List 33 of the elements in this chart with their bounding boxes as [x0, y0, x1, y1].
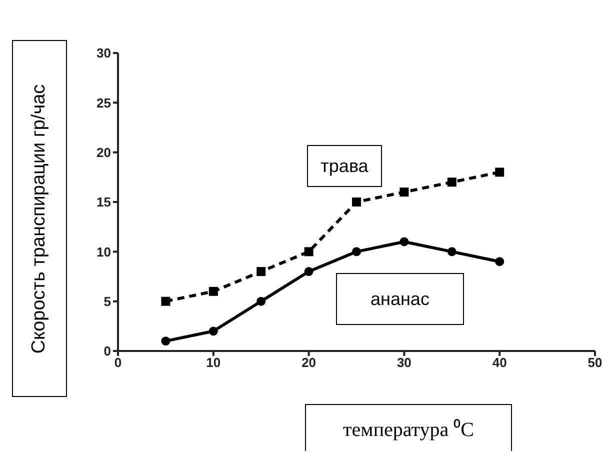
x-axis-title: температура ⁰C — [305, 404, 512, 451]
x-tick-label: 10 — [206, 355, 221, 370]
y-tick-label: 0 — [104, 344, 111, 359]
point — [161, 296, 170, 306]
y-tick-label: 30 — [96, 46, 111, 61]
point — [161, 336, 170, 346]
point — [256, 267, 266, 276]
y-tick-label: 25 — [96, 95, 111, 110]
point — [304, 267, 314, 276]
y-axis-title: Скорость транспирации гр/час — [28, 84, 50, 354]
x-tick-label: 20 — [302, 355, 316, 370]
point — [495, 168, 504, 177]
x-tick-label: 50 — [588, 355, 602, 370]
point — [208, 286, 218, 296]
y-tick-label: 5 — [104, 294, 111, 309]
series-label: ананас — [336, 273, 464, 325]
point — [304, 247, 314, 256]
x-tick-label: 40 — [492, 355, 507, 370]
point — [447, 178, 456, 187]
point — [352, 198, 361, 206]
point — [256, 296, 266, 306]
point — [208, 326, 218, 336]
point — [495, 257, 504, 266]
series-label: трава — [307, 145, 382, 187]
y-tick-label: 15 — [96, 194, 111, 210]
point — [400, 188, 409, 197]
x-tick-label: 0 — [114, 355, 122, 370]
x-tick-label: 30 — [396, 355, 412, 370]
y-tick-label: 10 — [96, 244, 111, 260]
point — [400, 237, 409, 246]
point — [447, 247, 456, 256]
point — [352, 247, 361, 256]
y-tick-label: 20 — [96, 144, 111, 160]
